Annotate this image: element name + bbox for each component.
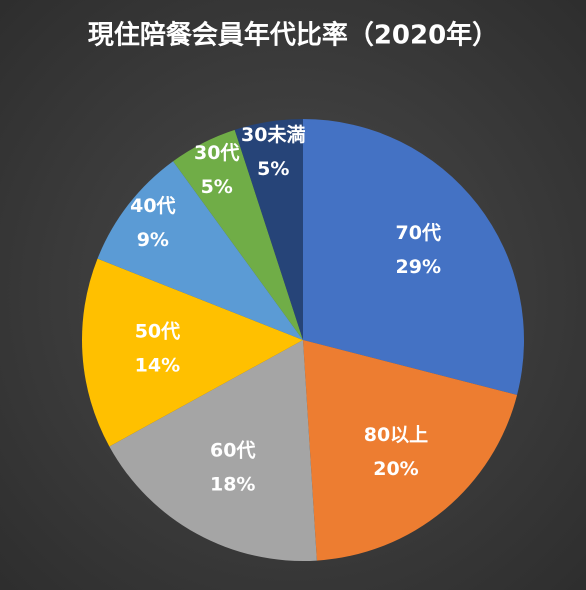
slice-category-label: 30未満: [241, 123, 305, 146]
pie-slice: [173, 129, 303, 340]
pie-slice: [303, 340, 518, 561]
slice-value-label: 18%: [210, 473, 255, 495]
pie-slice: [97, 161, 303, 340]
slice-value-label: 20%: [373, 458, 418, 480]
slice-value-label: 5%: [201, 176, 233, 198]
slice-value-label: 9%: [137, 229, 169, 251]
pie-slice: [303, 119, 524, 395]
pie-slice: [109, 340, 317, 561]
slice-category-label: 60代: [210, 439, 255, 461]
pie-slice: [82, 258, 303, 447]
slice-category-label: 70代: [396, 222, 441, 244]
slice-value-label: 29%: [396, 256, 441, 278]
pie-slice: [234, 119, 303, 340]
slice-category-label: 30代: [194, 142, 239, 164]
slice-value-label: 14%: [135, 355, 180, 377]
slice-category-label: 40代: [130, 195, 175, 217]
slice-category-label: 80以上: [364, 424, 428, 446]
slice-value-label: 5%: [257, 158, 289, 180]
slice-category-label: 50代: [135, 321, 180, 343]
chart-title: 現住陪餐会員年代比率（2020年）: [88, 20, 498, 51]
